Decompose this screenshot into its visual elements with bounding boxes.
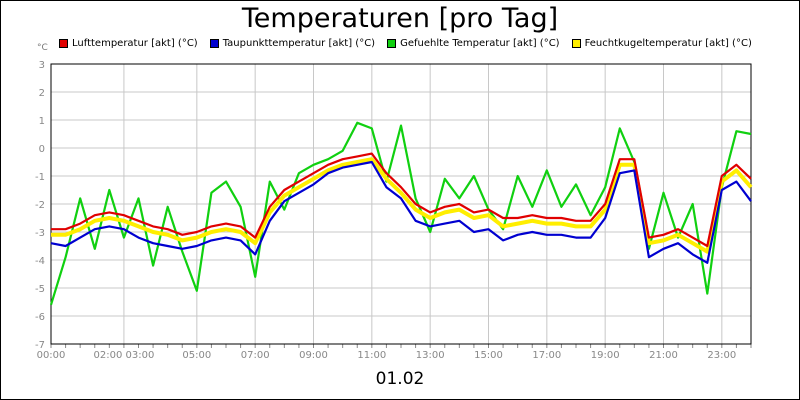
legend-item: Lufttemperatur [akt] (°C) [59, 38, 198, 49]
y-tick-label: -1 [35, 172, 45, 183]
plot-border [50, 63, 752, 345]
legend-item: Feuchtkugeltemperatur [akt] (°C) [571, 38, 752, 49]
y-unit-label: °C [37, 43, 48, 53]
y-tick-label: -5 [35, 284, 45, 295]
x-tick-label: 17:00 [532, 350, 561, 361]
y-tick-label: 2 [39, 88, 45, 99]
legend: Lufttemperatur [akt] (°C) Taupunkttempera… [59, 38, 764, 49]
y-tick-label: -3 [35, 228, 45, 239]
y-tick-label: -4 [35, 256, 45, 267]
series-line-3 [49, 121, 752, 306]
series-line-1 [51, 152, 752, 248]
x-tick-label: 15:00 [474, 350, 503, 361]
x-tick-label: 13:00 [416, 350, 445, 361]
legend-label: Gefuehlte Temperatur [akt] (°C) [400, 38, 560, 49]
legend-label: Feuchtkugeltemperatur [akt] (°C) [584, 38, 752, 49]
series-line-2 [50, 160, 752, 264]
x-tick-label: 19:00 [591, 350, 620, 361]
legend-swatch [571, 39, 581, 48]
legend-swatch [59, 39, 68, 48]
y-tick-label: 1 [39, 116, 45, 127]
legend-item: Taupunkttemperatur [akt] (°C) [209, 38, 376, 49]
chart-title: Temperaturen [pro Tag] [241, 3, 559, 34]
x-tick-label: 09:00 [299, 350, 328, 361]
y-tick-label: 0 [39, 144, 45, 155]
x-tick-label: 02:00 03:00 [94, 350, 155, 361]
y-tick-label: -6 [35, 312, 45, 323]
legend-swatch [209, 39, 219, 48]
legend-label: Lufttemperatur [akt] (°C) [72, 38, 198, 49]
y-tick-label: -7 [35, 340, 45, 351]
x-tick-label: 07:00 [241, 350, 270, 361]
x-tick-label: 05:00 [182, 350, 211, 361]
x-tick-label: 00:00 [37, 350, 66, 361]
legend-swatch [387, 39, 397, 48]
date-label: 01.02 [375, 369, 425, 389]
legend-item: Gefuehlte Temperatur [akt] (°C) [387, 38, 560, 49]
x-tick-label: 21:00 [649, 350, 678, 361]
x-tick-label: 23:00 [707, 350, 736, 361]
y-tick-label: 3 [39, 60, 45, 71]
y-tick-label: -2 [35, 200, 45, 211]
x-tick-label: 11:00 [357, 350, 386, 361]
legend-label: Taupunkttemperatur [akt] (°C) [222, 38, 376, 49]
